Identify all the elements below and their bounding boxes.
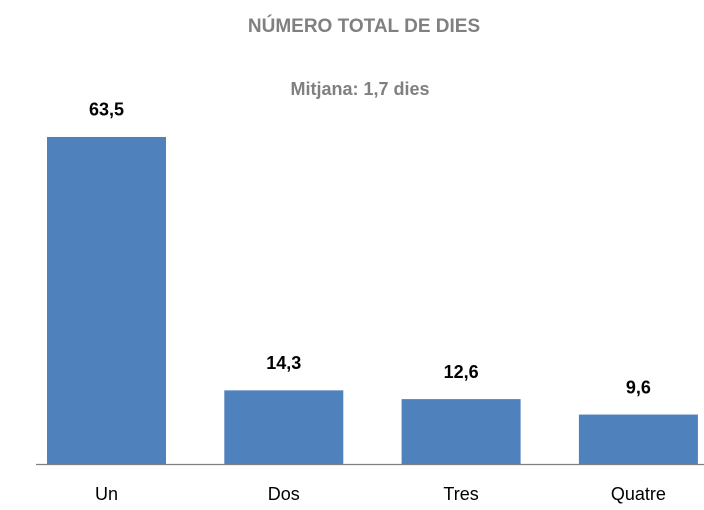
bar [47, 136, 166, 464]
value-label: 9,6 [626, 377, 651, 397]
x-tick-label: Dos [268, 484, 300, 504]
x-tick-label: Tres [443, 484, 478, 504]
chart-title: NÚMERO TOTAL DE DIES [248, 15, 480, 37]
bar [401, 399, 521, 464]
x-tick-label: Un [95, 484, 118, 504]
value-label: 14,3 [266, 353, 301, 373]
value-label: 12,6 [444, 362, 479, 382]
value-label: 63,5 [89, 100, 124, 120]
bar [578, 414, 698, 464]
bar [224, 390, 344, 464]
chart-subtitle: Mitjana: 1,7 dies [290, 79, 429, 99]
x-tick-label: Quatre [611, 484, 666, 504]
